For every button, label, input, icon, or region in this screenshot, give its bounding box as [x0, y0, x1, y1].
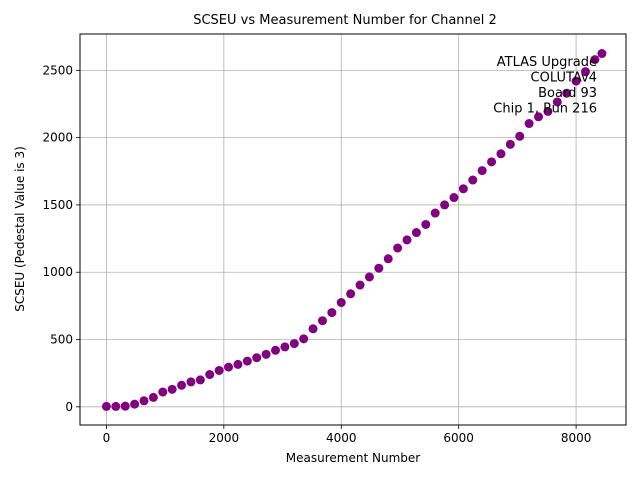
x-tick-label: 2000: [209, 431, 240, 445]
data-point: [487, 157, 497, 167]
data-point: [543, 106, 553, 116]
data-point: [271, 345, 281, 355]
data-point: [440, 200, 450, 210]
grid-lines: [80, 34, 626, 425]
data-point: [261, 349, 271, 359]
data-point: [496, 149, 506, 159]
plot-frame: [79, 33, 627, 426]
chart-title: SCSEU vs Measurement Number for Channel …: [193, 13, 497, 28]
data-point: [148, 392, 158, 402]
data-point: [308, 324, 318, 334]
y-tick-label: 1500: [42, 198, 73, 212]
data-point: [562, 88, 572, 98]
x-axis-label: Measurement Number: [286, 451, 420, 465]
data-point: [515, 131, 525, 141]
data-point: [458, 184, 468, 194]
data-point: [421, 219, 431, 229]
data-point: [317, 316, 327, 326]
data-point: [101, 401, 111, 411]
data-point: [552, 97, 562, 107]
data-point: [524, 119, 534, 129]
data-point: [233, 359, 243, 369]
data-point: [280, 342, 290, 352]
data-point: [590, 55, 600, 65]
data-point: [289, 339, 299, 349]
data-point: [224, 362, 234, 372]
data-point: [534, 112, 544, 122]
data-point: [449, 193, 459, 203]
data-point: [186, 377, 196, 387]
data-point: [411, 228, 421, 238]
data-point: [214, 365, 224, 375]
axis-ticks: 0 2000 4000 6000 8000 0 500 1000 1500 2000 2500: [42, 63, 591, 445]
annotation-line: Chip 1, Run 216: [493, 102, 597, 117]
annotation-line: ATLAS Upgrade: [497, 55, 597, 70]
data-point: [571, 76, 581, 86]
data-point: [505, 139, 515, 149]
x-tick-label: 6000: [443, 431, 474, 445]
data-point: [195, 375, 205, 385]
data-point: [205, 370, 215, 380]
y-tick-label: 1000: [42, 265, 73, 279]
data-point: [177, 380, 187, 390]
data-point: [120, 401, 130, 411]
data-point: [130, 399, 140, 409]
data-point: [374, 263, 384, 273]
data-point: [167, 384, 177, 394]
data-point: [468, 175, 478, 185]
data-point: [477, 166, 487, 176]
data-point: [402, 235, 412, 245]
x-tick-label: 0: [103, 431, 111, 445]
data-points: [101, 49, 607, 411]
y-tick-label: 2000: [42, 131, 73, 145]
data-point: [299, 334, 309, 344]
data-point: [383, 254, 393, 264]
annotation-line: Board 93: [538, 86, 597, 101]
x-tick-label: 8000: [561, 431, 592, 445]
data-point: [597, 49, 607, 59]
y-axis-label: SCSEU (Pedestal Value is 3): [13, 146, 27, 312]
data-point: [364, 272, 374, 282]
data-point: [580, 67, 590, 77]
data-point: [346, 289, 356, 299]
data-point: [336, 298, 346, 308]
data-point: [355, 280, 365, 290]
data-point: [158, 387, 168, 397]
annotation-line: COLUTAv4: [531, 71, 597, 86]
data-point: [327, 308, 337, 318]
data-point: [252, 353, 262, 363]
data-point: [111, 401, 121, 411]
y-tick-label: 0: [65, 400, 73, 414]
data-point: [393, 243, 403, 253]
data-point: [139, 396, 149, 406]
y-tick-label: 500: [50, 333, 73, 347]
x-tick-label: 4000: [326, 431, 357, 445]
data-point: [242, 356, 252, 366]
data-point: [430, 208, 440, 218]
y-tick-label: 2500: [42, 63, 73, 77]
